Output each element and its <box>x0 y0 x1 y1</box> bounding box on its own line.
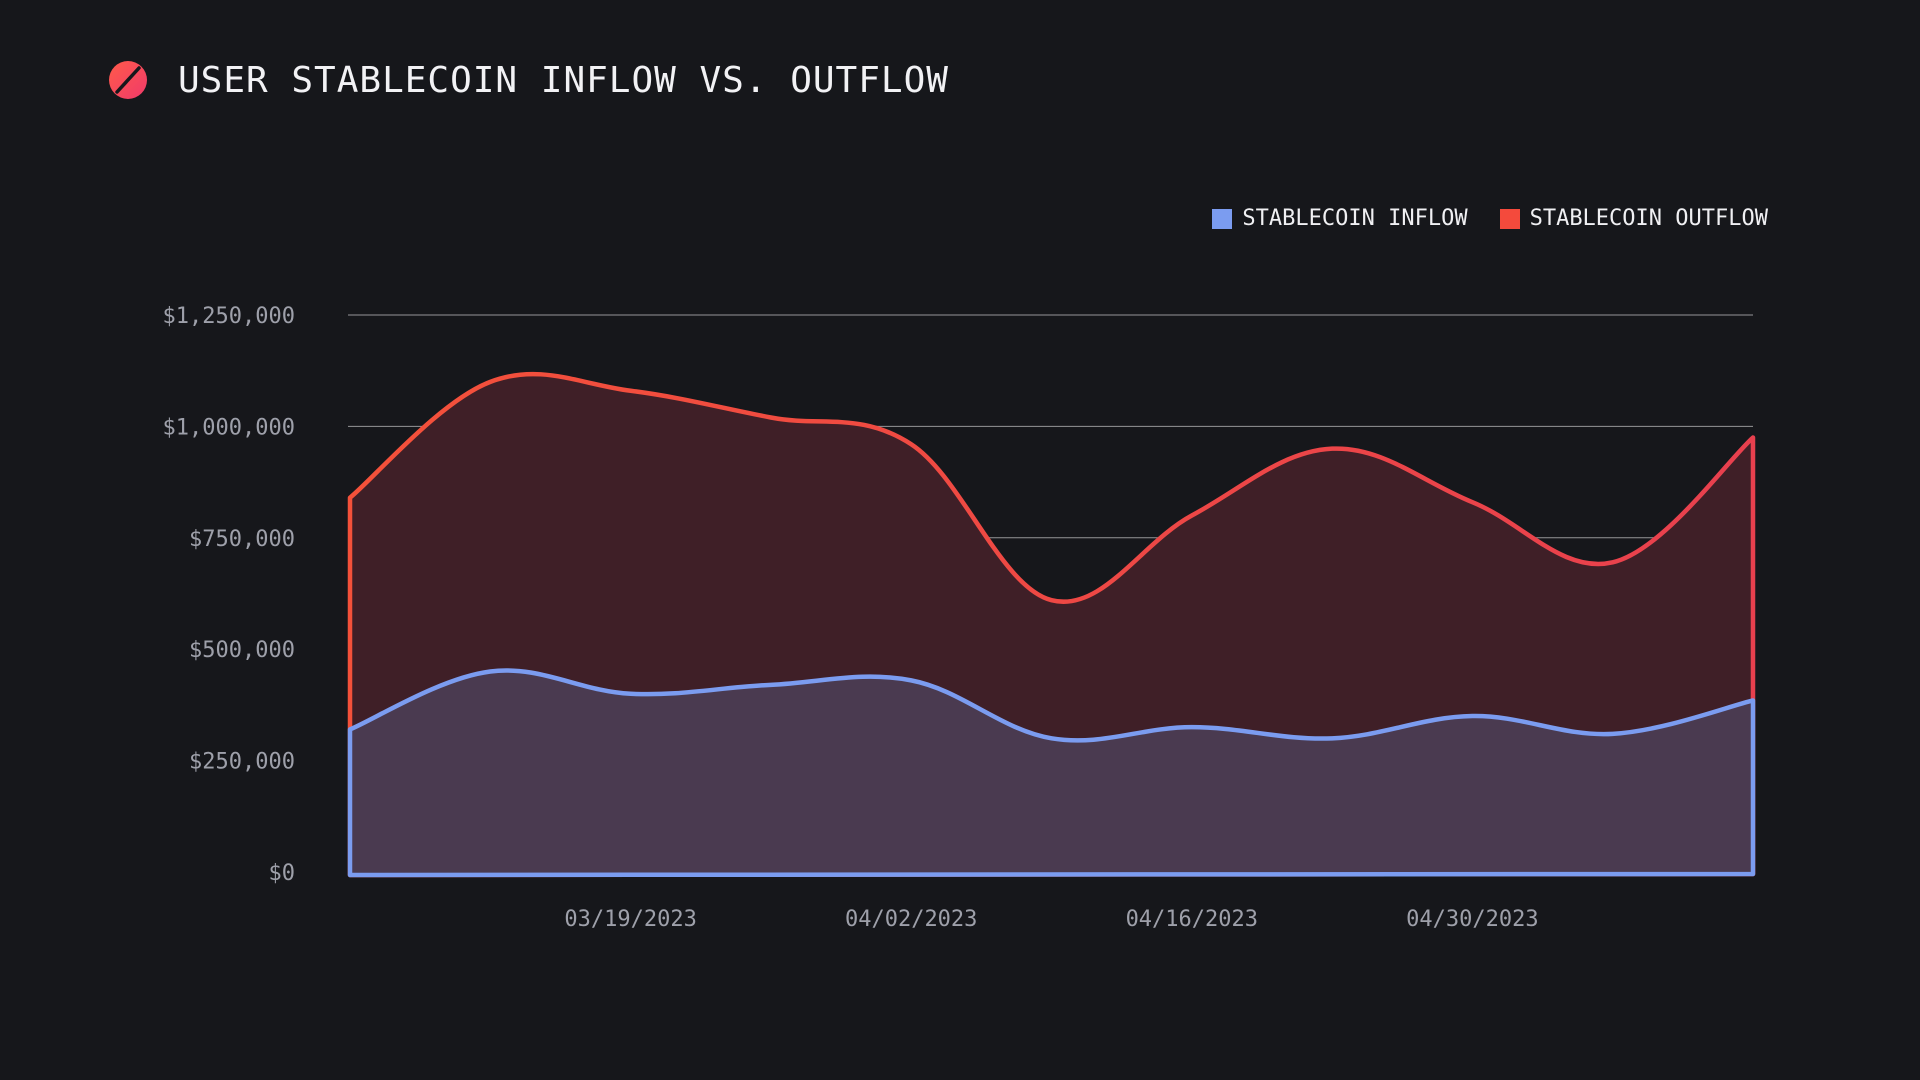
x-axis-labels: 03/19/2023 04/02/2023 04/16/2023 04/30/2023 <box>564 907 1538 932</box>
legend-label-outflow: STABLECOIN OUTFLOW <box>1529 206 1768 231</box>
x-tick-label: 04/02/2023 <box>845 907 977 932</box>
legend-item-outflow[interactable]: STABLECOIN OUTFLOW <box>1499 206 1768 231</box>
series-areas <box>340 371 1763 878</box>
series-line-outflow[interactable] <box>347 371 1756 878</box>
y-tick-label: $500,000 <box>189 638 295 663</box>
area-fill-inflow <box>350 670 1753 875</box>
data-point-inflow[interactable] <box>480 661 500 681</box>
chart-header: USER STABLECOIN INFLOW VS. OUTFLOW <box>108 58 949 102</box>
y-axis-labels: $0 $250,000 $500,000 $750,000 $1,000,000 $1,2… <box>163 304 295 886</box>
slashed-circle-logo-icon <box>109 61 147 99</box>
x-tick-label: 04/16/2023 <box>1126 907 1258 932</box>
data-point-inflow[interactable] <box>1603 724 1623 744</box>
data-point-outflow[interactable] <box>621 381 641 401</box>
chart-legend: STABLECOIN INFLOW STABLECOIN OUTFLOW <box>1180 206 1768 231</box>
data-point-inflow[interactable] <box>1462 706 1482 726</box>
data-point-inflow[interactable] <box>1182 717 1202 737</box>
y-tick-label: $0 <box>269 861 296 886</box>
data-point-outflow[interactable] <box>761 407 781 427</box>
legend-item-inflow[interactable]: STABLECOIN INFLOW <box>1212 206 1468 231</box>
legend-swatch-outflow <box>1499 208 1520 229</box>
data-point-inflow[interactable] <box>901 670 921 690</box>
data-point-outflow[interactable] <box>1603 552 1623 572</box>
data-point-outflow[interactable] <box>1322 439 1342 459</box>
legend-swatch-inflow <box>1212 208 1233 229</box>
data-point-inflow[interactable] <box>621 684 641 704</box>
data-point-inflow[interactable] <box>340 719 360 739</box>
series-line-inflow[interactable] <box>347 668 1756 878</box>
y-tick-label: $250,000 <box>189 750 295 775</box>
legend-label-inflow: STABLECOIN INFLOW <box>1242 206 1468 231</box>
data-point-outflow[interactable] <box>901 434 921 454</box>
data-point-inflow[interactable] <box>1743 690 1763 710</box>
data-point-outflow[interactable] <box>480 372 500 392</box>
data-point-inflow[interactable] <box>1042 728 1062 748</box>
data-point-inflow[interactable] <box>761 675 781 695</box>
x-tick-label: 04/30/2023 <box>1406 907 1538 932</box>
data-point-outflow[interactable] <box>1743 428 1763 448</box>
data-point-outflow[interactable] <box>340 488 360 508</box>
y-tick-label: $750,000 <box>189 527 295 552</box>
y-tick-label: $1,250,000 <box>163 304 295 329</box>
y-tick-label: $1,000,000 <box>163 415 295 440</box>
x-tick-label: 03/19/2023 <box>564 907 696 932</box>
data-point-outflow[interactable] <box>1042 590 1062 610</box>
data-point-inflow[interactable] <box>1322 728 1342 748</box>
chart-title: USER STABLECOIN INFLOW VS. OUTFLOW <box>178 59 949 101</box>
data-point-outflow[interactable] <box>1182 506 1202 526</box>
data-point-outflow[interactable] <box>1462 492 1482 512</box>
